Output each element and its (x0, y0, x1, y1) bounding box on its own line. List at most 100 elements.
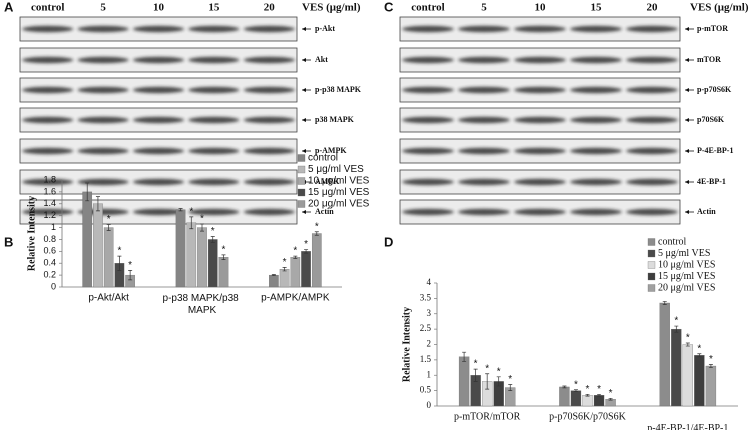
arrow-head (685, 88, 689, 92)
blot-band (570, 208, 622, 216)
y-tick-label: 2.5 (420, 323, 432, 333)
row-label: p-Akt (315, 24, 335, 33)
panel-letter: A (4, 0, 14, 14)
legend-swatch (647, 284, 656, 292)
blot-band (626, 147, 678, 155)
blot-band (514, 86, 566, 94)
blot-band (570, 25, 622, 33)
bar (659, 302, 670, 407)
significance-mark: * (189, 206, 193, 217)
blot-band (22, 86, 74, 94)
row-label: p38 MAPK (315, 115, 355, 124)
error-bar (697, 353, 702, 358)
blot-band (77, 86, 129, 94)
blot-band (514, 25, 566, 33)
significance-mark: * (485, 363, 489, 374)
legend-swatch (647, 272, 656, 281)
y-tick-label: 1.4 (43, 198, 56, 208)
legend-label: 5 μg/ml VES (658, 248, 710, 259)
significance-mark: * (211, 226, 215, 237)
lane-label: 5 (481, 2, 487, 14)
arrow-head (685, 180, 689, 184)
y-axis-label: Relative Intensity (401, 307, 412, 382)
y-tick-label: 0.5 (420, 385, 432, 395)
error-bar (708, 364, 713, 368)
lane-label: control (31, 2, 64, 14)
row-label: p70S6K (697, 115, 725, 124)
error-bar (304, 249, 309, 254)
arrow-head (302, 88, 306, 92)
blot-band (458, 25, 510, 33)
panel-letter: C (384, 0, 394, 14)
x-tick-label: p-p38 MAPK/p38 MAPK (163, 293, 242, 316)
blot-band (570, 56, 622, 64)
blot-band (22, 208, 74, 216)
blot-band (133, 147, 184, 155)
significance-mark: * (293, 246, 297, 257)
arrow-head (685, 118, 689, 122)
legend-swatch (647, 249, 656, 258)
blot-band (188, 208, 240, 216)
bar (103, 227, 114, 288)
error-bar (200, 223, 204, 232)
blot-band (626, 86, 678, 94)
blot-band (77, 147, 129, 155)
lane-label: control (411, 2, 444, 14)
row-label: p-mTOR (697, 24, 728, 33)
blot-band (402, 178, 454, 186)
arrow-head (302, 210, 306, 214)
error-bar (562, 385, 567, 389)
error-bar (462, 351, 467, 362)
blot-band (402, 25, 454, 33)
arrow-head (302, 27, 306, 31)
blot-band (243, 208, 295, 216)
blot-band (514, 147, 566, 155)
legend-label: 20 μg/ml VES (658, 282, 715, 293)
x-tick-label: p-mTOR/mTOR (454, 411, 521, 422)
bar (311, 233, 322, 288)
bar (694, 355, 705, 407)
blot-band (22, 116, 74, 124)
row-label: 4E-BP-1 (697, 177, 726, 186)
error-bar (117, 255, 122, 271)
blot-band (570, 86, 622, 94)
error-bar (271, 274, 276, 277)
bar (186, 222, 197, 288)
error-bar (608, 397, 613, 401)
lane-label: 10 (153, 2, 165, 14)
significance-mark: * (674, 316, 678, 327)
blot-band (77, 178, 129, 186)
blot-band (243, 25, 295, 33)
legend-swatch (297, 154, 306, 162)
y-tick-label: 4 (427, 277, 432, 287)
significance-mark: * (474, 359, 478, 370)
blot-band (626, 178, 678, 186)
error-bar (597, 393, 602, 397)
significance-mark: * (697, 343, 701, 354)
significance-mark: * (586, 384, 590, 395)
blot-band (133, 208, 184, 216)
y-tick-label: 1.2 (43, 210, 56, 220)
bar (279, 269, 290, 288)
bar (301, 251, 311, 288)
blot-band (458, 116, 510, 124)
significance-mark: * (574, 379, 578, 390)
blot-band (77, 25, 129, 33)
legend-label: 15 μg/ml VES (658, 271, 715, 282)
blot-band (458, 86, 510, 94)
blot-band (77, 56, 129, 64)
row-label: p-p38 MAPK (315, 85, 362, 94)
y-tick-label: 3 (427, 308, 432, 318)
lane-label: 15 (591, 2, 603, 14)
legend-label: control (658, 236, 687, 247)
blot-band (243, 147, 295, 155)
legend-swatch (297, 165, 306, 174)
y-tick-label: 1 (427, 369, 432, 379)
y-tick-label: 0 (51, 281, 56, 291)
blot-band (514, 116, 566, 124)
y-tick-label: 1 (51, 222, 56, 232)
blot-band (22, 25, 74, 33)
x-tick-label: p-AMPK/AMPK (261, 293, 330, 304)
arrow-head (302, 118, 306, 122)
